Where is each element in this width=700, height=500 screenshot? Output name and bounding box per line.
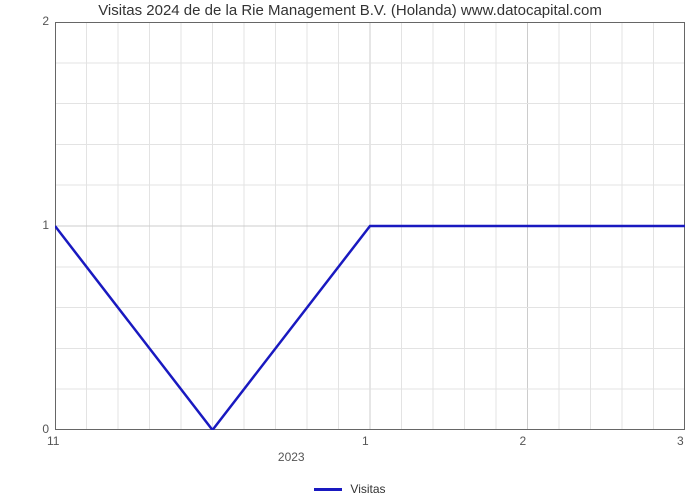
y-tick-label: 2 xyxy=(42,14,49,28)
legend-label: Visitas xyxy=(350,482,385,496)
chart-container: Visitas 2024 de de la Rie Management B.V… xyxy=(0,0,700,500)
legend-swatch xyxy=(314,488,342,491)
x-tick-label: 1 xyxy=(362,434,369,448)
x-tick-label: 3 xyxy=(677,434,684,448)
x-tick-label: 2 xyxy=(520,434,527,448)
x-axis-group-label: 2023 xyxy=(271,450,311,464)
x-tick-label: 11 xyxy=(47,434,59,448)
chart-title: Visitas 2024 de de la Rie Management B.V… xyxy=(0,2,700,19)
legend: Visitas xyxy=(0,481,700,496)
chart-plot xyxy=(55,22,685,430)
y-tick-label: 1 xyxy=(42,218,49,232)
